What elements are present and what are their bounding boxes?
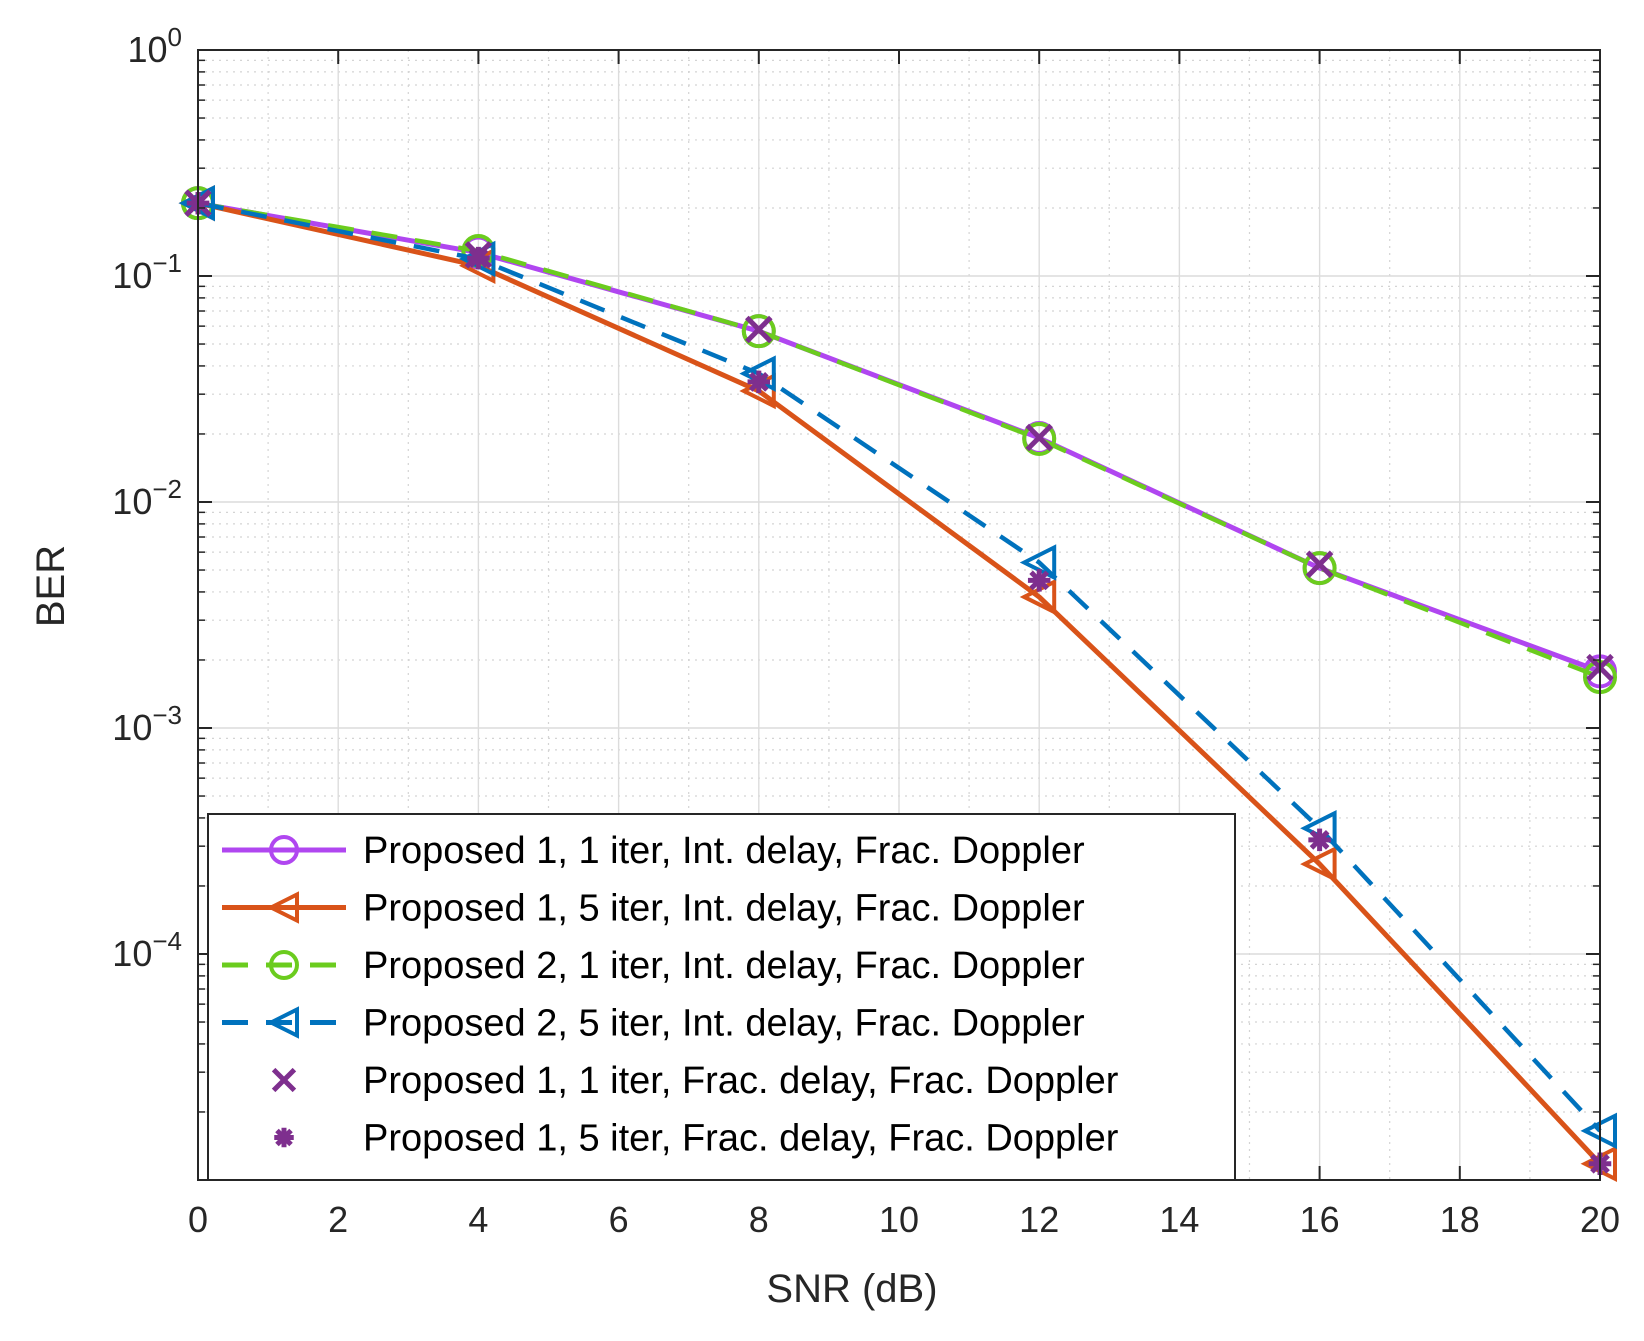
y-tick-exponent: 0: [168, 22, 182, 52]
marker-asterisk: [748, 372, 769, 392]
series-line: [197, 200, 1601, 680]
x-tick-label: 12: [1019, 1199, 1059, 1240]
marker-asterisk: [1309, 829, 1330, 850]
y-tick-base: 10: [112, 255, 152, 296]
marker-triangle: [266, 891, 299, 924]
marker-asterisk: [275, 1128, 293, 1147]
marker-asterisk: [1029, 570, 1050, 591]
y-tick-base: 10: [112, 481, 152, 522]
legend-box: [207, 813, 1236, 1181]
legend-item: Proposed 1, 5 iter, Int. delay, Frac. Do…: [222, 888, 1085, 930]
axes: [197, 49, 1601, 1181]
marker-triangle: [266, 1006, 299, 1039]
y-tick-label: 10−1: [112, 248, 182, 296]
legend-label: Proposed 1, 5 iter, Int. delay, Frac. Do…: [363, 888, 1085, 930]
marker-circle: [741, 314, 776, 349]
y-tick-exponent: −1: [152, 248, 182, 278]
legend-label: Proposed 1, 5 iter, Frac. delay, Frac. D…: [363, 1118, 1119, 1160]
y-tick-base: 10: [112, 707, 152, 748]
x-tick-label: 0: [188, 1199, 208, 1240]
x-tick-label: 4: [468, 1199, 488, 1240]
marker-circle: [269, 835, 299, 865]
x-tick-label: 20: [1580, 1199, 1620, 1240]
marker-x: [1025, 423, 1053, 452]
y-tick-exponent: −3: [152, 700, 182, 730]
x-tick-label: 6: [609, 1199, 629, 1240]
y-tick-label: 100: [127, 22, 182, 70]
series-line: [197, 200, 1602, 1166]
marker-x: [1305, 550, 1334, 579]
x-tick-label: 14: [1159, 1199, 1199, 1240]
y-tick-label: 10−3: [112, 700, 182, 748]
y-tick-base: 10: [127, 29, 167, 70]
y-tick-label: 10−2: [112, 474, 182, 522]
marker-x: [271, 1067, 297, 1093]
series-6: [186, 191, 1612, 1176]
marker-asterisk: [468, 248, 489, 268]
legend-item: Proposed 1, 5 iter, Frac. delay, Frac. D…: [274, 1118, 1119, 1160]
y-tick-exponent: −4: [152, 926, 182, 956]
x-tick-label: 10: [879, 1199, 919, 1240]
x-tick-label: 8: [749, 1199, 769, 1240]
legend-item: Proposed 2, 5 iter, Int. delay, Frac. Do…: [222, 1003, 1085, 1045]
marker-circle: [1022, 422, 1057, 457]
legend-item: Proposed 2, 1 iter, Int. delay, Frac. Do…: [222, 945, 1085, 987]
legend-item: Proposed 1, 1 iter, Frac. delay, Frac. D…: [271, 1060, 1119, 1102]
x-axis-label: SNR (dB): [766, 1267, 937, 1311]
y-axis-label: BER: [29, 545, 73, 627]
marker-circle: [1302, 551, 1337, 586]
legend-label: Proposed 1, 1 iter, Frac. delay, Frac. D…: [363, 1060, 1119, 1102]
legend-label: Proposed 2, 5 iter, Int. delay, Frac. Do…: [363, 1003, 1085, 1045]
marker-circle: [269, 950, 299, 980]
y-tick-label: 10−4: [112, 926, 182, 974]
x-tick-label: 18: [1440, 1199, 1480, 1240]
legend-item: Proposed 1, 1 iter, Int. delay, Frac. Do…: [222, 830, 1085, 872]
legend: Proposed 1, 1 iter, Int. delay, Frac. Do…: [207, 813, 1236, 1181]
x-tick-label: 2: [328, 1199, 348, 1240]
legend-label: Proposed 2, 1 iter, Int. delay, Frac. Do…: [363, 945, 1085, 987]
y-tick-base: 10: [112, 933, 152, 974]
y-tick-exponent: −2: [152, 474, 182, 504]
series-line: [197, 200, 1602, 1133]
x-tick-label: 16: [1300, 1199, 1340, 1240]
marker-x: [745, 315, 773, 344]
marker-triangle: [1300, 845, 1337, 883]
legend-label: Proposed 1, 1 iter, Int. delay, Frac. Do…: [363, 830, 1085, 872]
